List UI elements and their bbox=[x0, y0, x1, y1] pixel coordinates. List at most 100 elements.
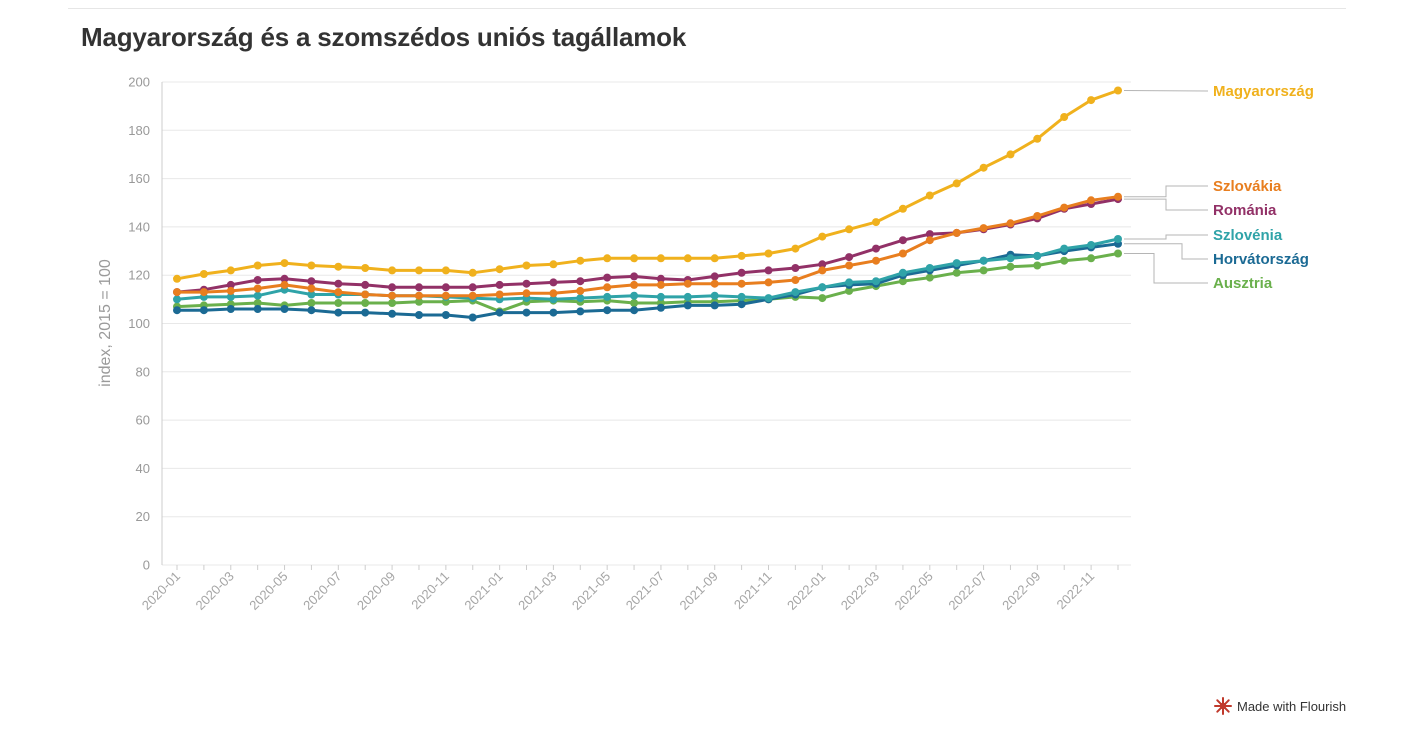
data-point[interactable] bbox=[656, 303, 665, 312]
data-point[interactable] bbox=[764, 266, 773, 275]
data-point[interactable] bbox=[1006, 219, 1015, 228]
data-point[interactable] bbox=[872, 244, 880, 253]
data-point[interactable] bbox=[710, 279, 719, 288]
data-point[interactable] bbox=[441, 283, 450, 292]
data-point[interactable] bbox=[522, 261, 531, 270]
data-point[interactable] bbox=[925, 273, 934, 282]
data-point[interactable] bbox=[415, 283, 423, 292]
data-point[interactable] bbox=[710, 291, 719, 300]
data-point[interactable] bbox=[361, 299, 370, 307]
data-point[interactable] bbox=[495, 280, 504, 289]
data-point[interactable] bbox=[361, 280, 370, 289]
data-point[interactable] bbox=[307, 299, 316, 307]
data-point[interactable] bbox=[1087, 254, 1096, 263]
data-point[interactable] bbox=[818, 266, 827, 275]
data-point[interactable] bbox=[630, 306, 639, 315]
data-point[interactable] bbox=[576, 307, 585, 316]
data-point[interactable] bbox=[441, 311, 450, 319]
data-point[interactable] bbox=[307, 277, 316, 286]
data-point[interactable] bbox=[253, 299, 262, 307]
data-point[interactable] bbox=[495, 290, 504, 299]
data-point[interactable] bbox=[737, 292, 746, 301]
data-point[interactable] bbox=[764, 294, 773, 303]
data-point[interactable] bbox=[388, 299, 397, 307]
data-point[interactable] bbox=[226, 280, 235, 289]
data-point[interactable] bbox=[334, 288, 343, 297]
data-point[interactable] bbox=[1033, 251, 1042, 260]
data-point[interactable] bbox=[898, 277, 907, 286]
data-point[interactable] bbox=[549, 289, 558, 298]
data-point[interactable] bbox=[872, 256, 880, 265]
data-point[interactable] bbox=[1033, 212, 1042, 220]
data-point[interactable] bbox=[818, 294, 827, 303]
data-point[interactable] bbox=[415, 297, 423, 306]
data-point[interactable] bbox=[307, 284, 316, 293]
data-point[interactable] bbox=[764, 278, 773, 287]
data-point[interactable] bbox=[845, 286, 854, 295]
data-point[interactable] bbox=[1060, 244, 1069, 253]
data-point[interactable] bbox=[495, 308, 504, 317]
data-point[interactable] bbox=[576, 256, 585, 265]
data-point[interactable] bbox=[710, 254, 719, 263]
data-point[interactable] bbox=[656, 274, 665, 283]
data-point[interactable] bbox=[979, 224, 988, 233]
data-point[interactable] bbox=[630, 291, 639, 300]
data-point[interactable] bbox=[415, 291, 423, 300]
data-point[interactable] bbox=[791, 264, 800, 272]
data-point[interactable] bbox=[334, 308, 343, 317]
data-point[interactable] bbox=[791, 276, 800, 284]
data-point[interactable] bbox=[979, 163, 988, 172]
data-point[interactable] bbox=[549, 260, 558, 269]
data-point[interactable] bbox=[549, 308, 558, 317]
data-point[interactable] bbox=[1033, 134, 1042, 143]
data-point[interactable] bbox=[280, 305, 289, 313]
data-point[interactable] bbox=[818, 260, 827, 269]
data-point[interactable] bbox=[173, 306, 181, 315]
data-point[interactable] bbox=[1006, 254, 1015, 263]
data-point[interactable] bbox=[818, 283, 827, 292]
data-point[interactable] bbox=[226, 266, 235, 275]
data-point[interactable] bbox=[388, 291, 397, 300]
data-point[interactable] bbox=[1087, 241, 1096, 249]
data-point[interactable] bbox=[630, 254, 639, 263]
data-point[interactable] bbox=[1060, 113, 1069, 121]
data-point[interactable] bbox=[683, 254, 692, 263]
data-point[interactable] bbox=[415, 311, 423, 319]
data-point[interactable] bbox=[226, 286, 235, 295]
data-point[interactable] bbox=[925, 191, 934, 200]
data-point[interactable] bbox=[441, 266, 450, 275]
data-point[interactable] bbox=[388, 309, 397, 318]
data-point[interactable] bbox=[737, 300, 746, 309]
data-point[interactable] bbox=[683, 301, 692, 310]
data-point[interactable] bbox=[656, 280, 665, 289]
data-point[interactable] bbox=[603, 273, 612, 282]
data-point[interactable] bbox=[737, 279, 746, 288]
data-point[interactable] bbox=[280, 280, 289, 289]
data-point[interactable] bbox=[173, 274, 181, 283]
data-point[interactable] bbox=[845, 225, 854, 234]
data-point[interactable] bbox=[710, 272, 719, 281]
data-point[interactable] bbox=[576, 294, 585, 303]
data-point[interactable] bbox=[925, 264, 934, 272]
data-point[interactable] bbox=[334, 299, 343, 307]
data-point[interactable] bbox=[468, 268, 477, 277]
data-point[interactable] bbox=[253, 291, 262, 300]
data-point[interactable] bbox=[845, 261, 854, 270]
data-point[interactable] bbox=[764, 249, 773, 258]
data-point[interactable] bbox=[898, 204, 907, 213]
data-point[interactable] bbox=[603, 283, 612, 292]
data-point[interactable] bbox=[334, 262, 343, 271]
data-point[interactable] bbox=[173, 288, 181, 297]
data-point[interactable] bbox=[522, 289, 531, 298]
data-point[interactable] bbox=[307, 290, 316, 299]
data-point[interactable] bbox=[415, 266, 423, 275]
data-point[interactable] bbox=[845, 278, 854, 287]
data-point[interactable] bbox=[226, 305, 235, 313]
data-point[interactable] bbox=[199, 270, 208, 278]
data-point[interactable] bbox=[925, 230, 934, 239]
data-point[interactable] bbox=[791, 244, 800, 253]
data-point[interactable] bbox=[361, 308, 370, 317]
data-point[interactable] bbox=[710, 301, 719, 310]
data-point[interactable] bbox=[576, 286, 585, 295]
data-point[interactable] bbox=[979, 266, 988, 275]
